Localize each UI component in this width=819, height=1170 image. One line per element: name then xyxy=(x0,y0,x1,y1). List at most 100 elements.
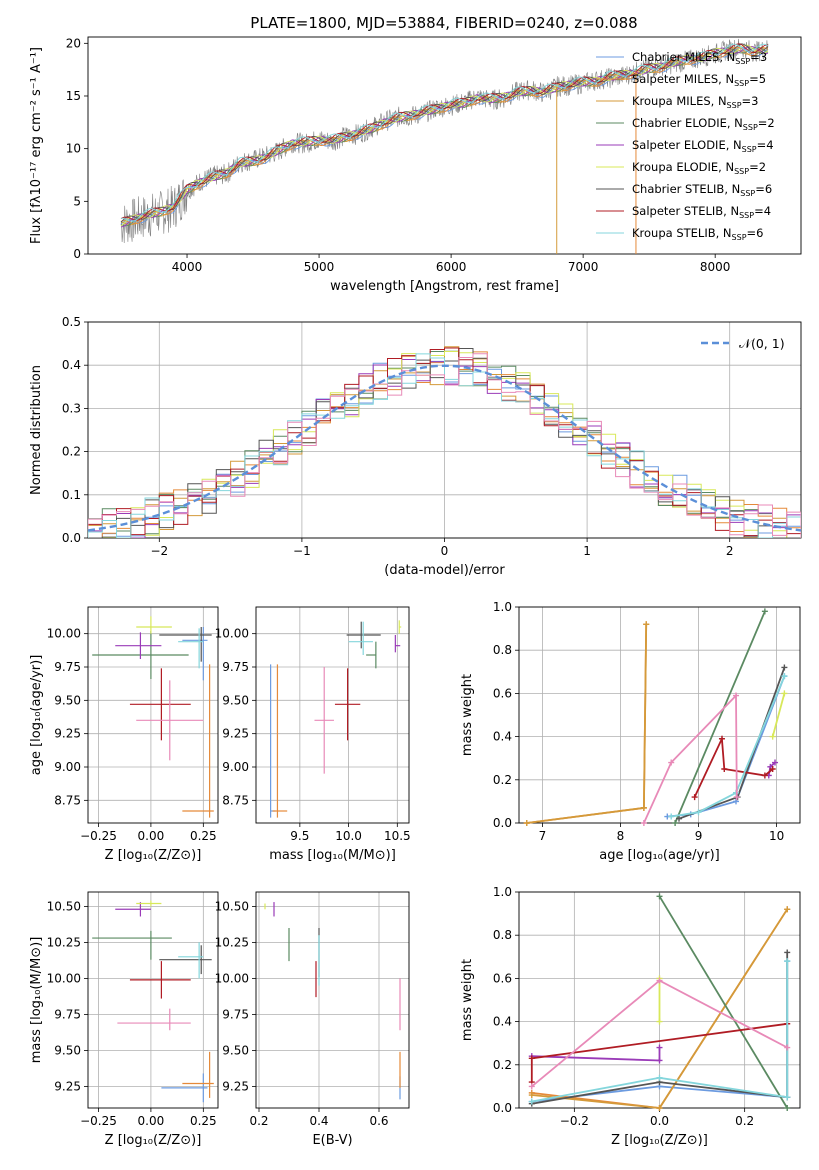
weight-marker xyxy=(668,813,675,820)
y-tick-label: 0.2 xyxy=(62,445,81,459)
y-tick-label: 10.50 xyxy=(47,899,81,913)
weight-marker xyxy=(784,1105,791,1111)
legend-label: 𝒩(0, 1) xyxy=(739,336,785,351)
weight-marker xyxy=(643,621,650,628)
weight-marker xyxy=(656,1074,663,1081)
weight-marker xyxy=(721,766,728,772)
y-tick-label: 10.25 xyxy=(215,935,249,949)
spectrum-model-line xyxy=(120,44,769,227)
weight-marker xyxy=(732,692,739,699)
x-tick-label: 0.4 xyxy=(309,1114,328,1128)
x-tick-label: 10 xyxy=(769,829,784,843)
legend-label-sub: SSP xyxy=(743,123,758,132)
axes-frame xyxy=(87,36,802,255)
y-tick-label: 0.2 xyxy=(493,773,512,787)
y-tick-label: 10.00 xyxy=(215,627,249,641)
weight-marker xyxy=(523,820,530,826)
x-tick-label: −0.2 xyxy=(560,1114,589,1128)
weight-marker xyxy=(781,673,788,680)
x-tick-label: 5000 xyxy=(304,260,335,274)
y-tick-label: 10.00 xyxy=(47,971,81,985)
panel-age_vs_Z: −0.25 0.00 0.25 8.75 9.00 9.25 9.50 9.75 10.00 Z … xyxy=(29,606,219,863)
legend-label-suffix: =3 xyxy=(742,94,759,108)
legend-label-main: Salpeter ELODIE, N xyxy=(632,138,742,152)
y-tick-label: 9.00 xyxy=(54,760,81,774)
legend-label-main: Kroupa STELIB, N xyxy=(632,226,732,240)
x-tick-label: 1 xyxy=(583,544,591,558)
weight-series-line xyxy=(643,693,738,824)
y-tick-label: 5 xyxy=(73,194,81,208)
x-tick-label: 9 xyxy=(695,829,703,843)
legend-label-main: Kroupa MILES, N xyxy=(632,94,727,108)
legend-label: Salpeter ELODIE, NSSP=4 xyxy=(632,138,774,154)
panel-mass_vs_Z: −0.25 0.00 0.25 9.25 9.50 9.75 10.00 10.25 10.50… xyxy=(29,891,219,1148)
errorbar-point xyxy=(272,664,288,818)
legend-label-sub: SSP xyxy=(727,101,742,110)
y-tick-label: 0.8 xyxy=(493,643,512,657)
x-tick-label: 2 xyxy=(726,544,734,558)
legend-label-suffix: =6 xyxy=(755,182,772,196)
legend-label-suffix: =4 xyxy=(757,138,774,152)
panel-weight_vs_age: 7 8 9 10 0.0 0.2 0.4 0.6 0.8 1.0 age [log₁₀(age/yr… xyxy=(460,600,801,863)
errorbar-point xyxy=(314,667,334,774)
errorbar-point xyxy=(136,680,204,761)
x-axis-label: (data-model)/error xyxy=(384,563,505,578)
axes-frame xyxy=(255,891,410,1109)
x-tick-label: 0.00 xyxy=(138,1114,165,1128)
weight-marker xyxy=(668,759,675,766)
x-tick-label: 7000 xyxy=(568,260,599,274)
weight-marker xyxy=(528,1055,535,1062)
errorbar-point xyxy=(136,616,172,634)
y-tick-label: 9.25 xyxy=(54,727,81,741)
legend-label-suffix: =4 xyxy=(754,204,771,218)
legend-label-main: Salpeter MILES, N xyxy=(632,72,734,86)
errorbar-point xyxy=(115,902,151,917)
errorbar-point xyxy=(366,641,377,669)
legend-label-suffix: =6 xyxy=(747,226,764,240)
legend-label-sub: SSP xyxy=(732,233,747,242)
errorbar-point xyxy=(129,961,191,999)
y-tick-label: 9.50 xyxy=(54,1043,81,1057)
errorbar-point xyxy=(136,900,162,907)
x-tick-label: 0 xyxy=(441,544,449,558)
weight-marker xyxy=(718,735,725,742)
x-tick-label: −1 xyxy=(293,544,311,558)
x-tick-label: 4000 xyxy=(172,260,203,274)
y-tick-label: 0.4 xyxy=(493,730,512,744)
x-tick-label: 0.25 xyxy=(190,829,217,843)
x-tick-label: 0.25 xyxy=(190,1114,217,1128)
y-tick-label: 8.75 xyxy=(54,793,81,807)
weight-marker xyxy=(640,804,647,811)
weight-marker xyxy=(781,664,788,671)
errorbar-point xyxy=(159,627,212,662)
panel-weight_vs_Z: −0.2 0.0 0.2 0.0 0.2 0.4 0.6 0.8 1.0 Z [log₁₀(Z/Z… xyxy=(460,885,801,1148)
x-axis-label: wavelength [Angstrom, rest frame] xyxy=(330,279,559,294)
legend-label-sub: SSP xyxy=(742,145,757,154)
x-tick-label: 0.6 xyxy=(369,1114,388,1128)
weight-series-line xyxy=(531,961,789,1103)
x-tick-label: 10.0 xyxy=(335,829,362,843)
x-tick-label: 7 xyxy=(539,829,547,843)
weight-marker xyxy=(772,759,779,766)
errorbar-point xyxy=(334,668,361,741)
legend-label-suffix: =2 xyxy=(758,116,775,130)
legend-label: Chabrier MILES, NSSP=3 xyxy=(632,50,767,66)
legend-label-main: Kroupa ELODIE, N xyxy=(632,160,734,174)
x-tick-label: 10.5 xyxy=(384,829,411,843)
axes-frame xyxy=(87,321,802,539)
panel-mass_vs_ebv: 0.2 0.4 0.6 9.25 9.50 9.75 10.00 10.25 10.50 E(B-… xyxy=(215,891,410,1148)
y-tick-label: 9.75 xyxy=(222,660,249,674)
legend-label-sub: SSP xyxy=(734,79,749,88)
y-tick-label: 9.50 xyxy=(222,1043,249,1057)
y-axis-label: mass [log₁₀(M/M⊙)] xyxy=(29,937,44,1064)
y-tick-label: 9.75 xyxy=(222,1007,249,1021)
legend-label-main: Chabrier STELIB, N xyxy=(632,182,740,196)
y-tick-label: 10.00 xyxy=(47,627,81,641)
legend-label: Salpeter STELIB, NSSP=4 xyxy=(632,204,771,220)
x-tick-label: 0.00 xyxy=(138,829,165,843)
legend-label: Salpeter MILES, NSSP=5 xyxy=(632,72,766,88)
errorbar-point xyxy=(129,668,191,741)
weight-marker xyxy=(528,1083,535,1090)
weight-marker xyxy=(528,1098,535,1105)
